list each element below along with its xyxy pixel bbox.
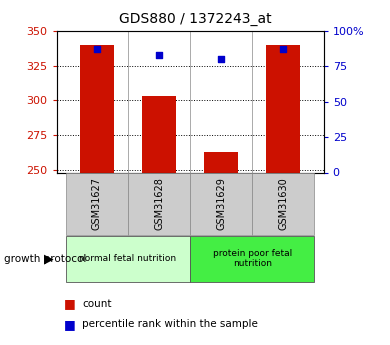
Text: protein poor fetal
nutrition: protein poor fetal nutrition xyxy=(213,249,292,268)
Point xyxy=(156,52,162,58)
Bar xyxy=(190,236,314,282)
Text: GDS880 / 1372243_at: GDS880 / 1372243_at xyxy=(119,12,271,26)
Bar xyxy=(80,45,114,172)
Text: GSM31628: GSM31628 xyxy=(154,177,164,230)
Bar xyxy=(190,172,252,235)
Text: growth protocol: growth protocol xyxy=(4,254,86,264)
Text: ▶: ▶ xyxy=(44,252,53,265)
Bar xyxy=(128,172,190,235)
Text: ■: ■ xyxy=(64,297,76,310)
Bar xyxy=(66,172,128,235)
Text: GSM31629: GSM31629 xyxy=(216,177,226,230)
Point xyxy=(94,47,100,52)
Bar xyxy=(204,152,238,172)
Text: GSM31630: GSM31630 xyxy=(278,177,288,230)
Text: count: count xyxy=(82,299,112,308)
Text: GSM31627: GSM31627 xyxy=(92,177,102,230)
Bar xyxy=(266,45,300,172)
Point xyxy=(218,57,224,62)
Point xyxy=(280,47,286,52)
Text: percentile rank within the sample: percentile rank within the sample xyxy=(82,319,258,329)
Text: normal fetal nutrition: normal fetal nutrition xyxy=(80,254,177,263)
Bar xyxy=(66,236,190,282)
Text: ■: ■ xyxy=(64,318,76,331)
Bar xyxy=(142,96,176,172)
Bar xyxy=(252,172,314,235)
